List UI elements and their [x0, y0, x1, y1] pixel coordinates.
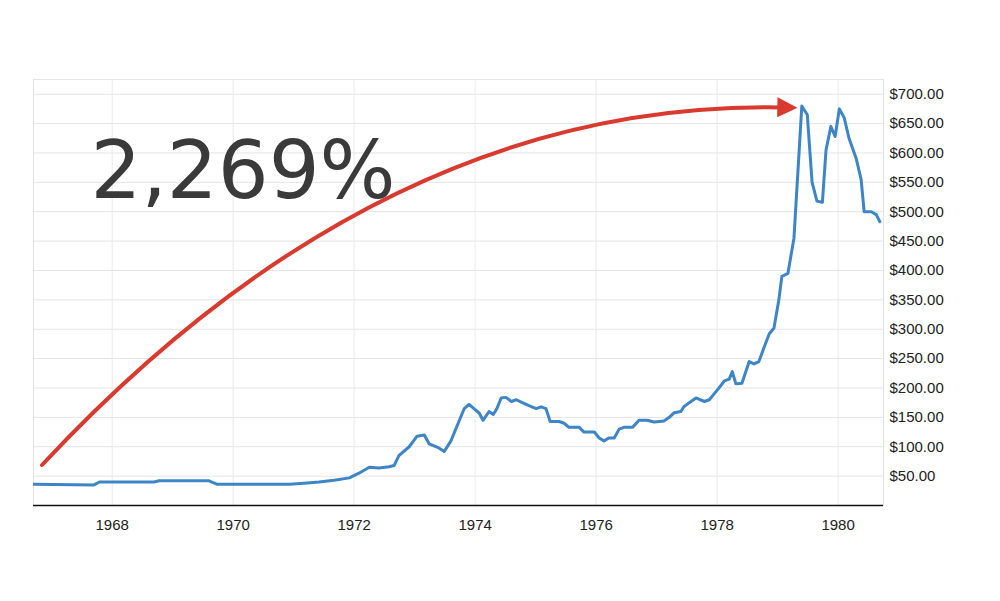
svg-text:$150.00: $150.00: [890, 408, 944, 425]
svg-text:$300.00: $300.00: [890, 320, 944, 337]
svg-text:1980: 1980: [821, 516, 854, 533]
svg-text:$700.00: $700.00: [890, 85, 944, 102]
svg-text:$450.00: $450.00: [890, 232, 944, 249]
svg-text:1974: 1974: [458, 516, 491, 533]
svg-text:1972: 1972: [337, 516, 370, 533]
svg-text:$650.00: $650.00: [890, 114, 944, 131]
svg-text:2,269%: 2,269%: [91, 124, 396, 217]
svg-text:$100.00: $100.00: [890, 438, 944, 455]
svg-text:1968: 1968: [95, 516, 128, 533]
svg-text:$550.00: $550.00: [890, 173, 944, 190]
svg-text:1978: 1978: [700, 516, 733, 533]
svg-text:1970: 1970: [216, 516, 249, 533]
svg-text:$500.00: $500.00: [890, 203, 944, 220]
svg-text:$50.00: $50.00: [890, 467, 936, 484]
svg-text:$400.00: $400.00: [890, 261, 944, 278]
svg-text:$600.00: $600.00: [890, 144, 944, 161]
svg-text:$200.00: $200.00: [890, 379, 944, 396]
svg-text:$250.00: $250.00: [890, 349, 944, 366]
svg-text:$350.00: $350.00: [890, 291, 944, 308]
svg-text:1976: 1976: [579, 516, 612, 533]
